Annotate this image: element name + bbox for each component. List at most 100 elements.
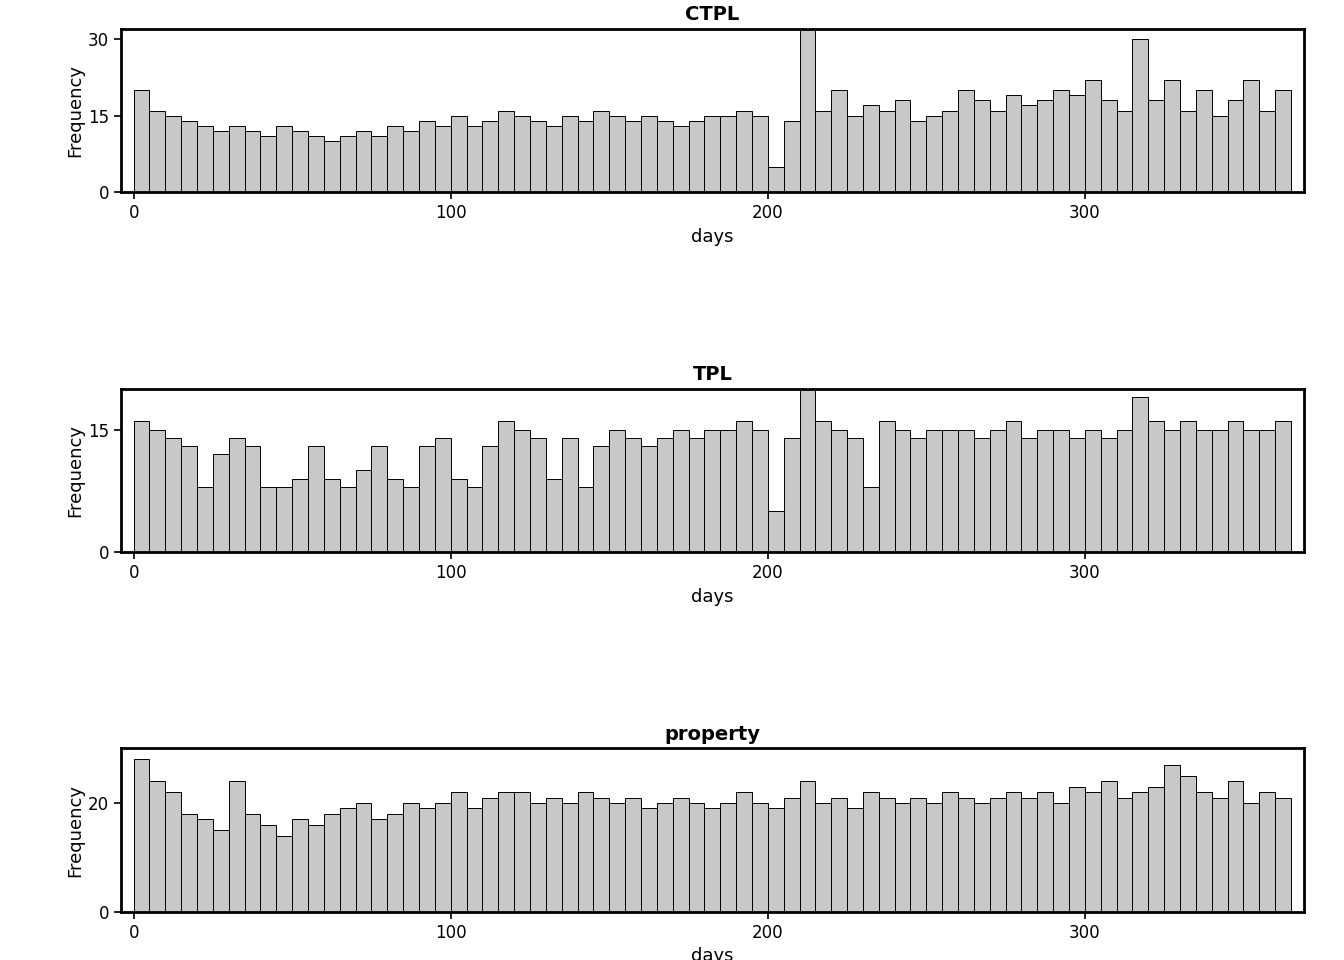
- Bar: [371, 136, 387, 192]
- Bar: [1005, 95, 1021, 192]
- Title: CTPL: CTPL: [685, 6, 739, 24]
- Bar: [1275, 798, 1292, 912]
- Bar: [657, 438, 673, 552]
- Bar: [261, 487, 277, 552]
- Bar: [737, 421, 751, 552]
- Bar: [292, 479, 308, 552]
- Bar: [212, 454, 228, 552]
- Bar: [974, 438, 989, 552]
- Bar: [1038, 792, 1054, 912]
- Bar: [198, 126, 212, 192]
- Bar: [515, 429, 530, 552]
- Bar: [1133, 396, 1148, 552]
- Bar: [1164, 765, 1180, 912]
- Bar: [1243, 803, 1259, 912]
- Bar: [673, 429, 688, 552]
- Bar: [1005, 792, 1021, 912]
- Bar: [1275, 421, 1292, 552]
- Bar: [530, 438, 546, 552]
- Bar: [1196, 792, 1212, 912]
- Bar: [1212, 429, 1227, 552]
- Bar: [737, 110, 751, 192]
- Bar: [277, 487, 292, 552]
- Bar: [1164, 80, 1180, 192]
- Bar: [1259, 110, 1275, 192]
- Bar: [435, 126, 450, 192]
- Bar: [245, 131, 261, 192]
- Bar: [562, 438, 578, 552]
- Bar: [926, 429, 942, 552]
- Bar: [879, 798, 895, 912]
- Bar: [926, 803, 942, 912]
- Bar: [863, 792, 879, 912]
- Y-axis label: Frequency: Frequency: [66, 424, 83, 516]
- Bar: [784, 121, 800, 192]
- Bar: [958, 90, 974, 192]
- Bar: [466, 808, 482, 912]
- Bar: [530, 121, 546, 192]
- Bar: [340, 808, 356, 912]
- Bar: [1164, 429, 1180, 552]
- Bar: [228, 126, 245, 192]
- Bar: [1101, 101, 1117, 192]
- Bar: [751, 429, 767, 552]
- Bar: [1038, 101, 1054, 192]
- Bar: [831, 429, 847, 552]
- Bar: [673, 798, 688, 912]
- Bar: [562, 116, 578, 192]
- Bar: [435, 803, 450, 912]
- Bar: [737, 792, 751, 912]
- Bar: [324, 479, 340, 552]
- Bar: [1196, 429, 1212, 552]
- Bar: [466, 126, 482, 192]
- Bar: [181, 121, 198, 192]
- Bar: [245, 814, 261, 912]
- Bar: [1117, 798, 1133, 912]
- Bar: [800, 29, 816, 192]
- Bar: [1021, 438, 1038, 552]
- Bar: [1021, 798, 1038, 912]
- Bar: [816, 803, 831, 912]
- Bar: [340, 136, 356, 192]
- X-axis label: days: days: [691, 588, 734, 606]
- Bar: [594, 110, 609, 192]
- Bar: [594, 445, 609, 552]
- Bar: [958, 429, 974, 552]
- Bar: [1085, 429, 1101, 552]
- Bar: [482, 445, 499, 552]
- Bar: [688, 803, 704, 912]
- Bar: [387, 126, 403, 192]
- Bar: [1180, 776, 1196, 912]
- Bar: [499, 110, 515, 192]
- Bar: [704, 429, 720, 552]
- Bar: [942, 110, 958, 192]
- Bar: [1212, 116, 1227, 192]
- Bar: [403, 487, 419, 552]
- Bar: [784, 798, 800, 912]
- Bar: [198, 819, 212, 912]
- Bar: [926, 116, 942, 192]
- Bar: [1038, 429, 1054, 552]
- Bar: [308, 825, 324, 912]
- Bar: [212, 131, 228, 192]
- Bar: [515, 116, 530, 192]
- Bar: [657, 121, 673, 192]
- Bar: [1148, 786, 1164, 912]
- Bar: [387, 814, 403, 912]
- Bar: [1101, 781, 1117, 912]
- Title: TPL: TPL: [692, 366, 732, 384]
- Bar: [133, 759, 149, 912]
- Bar: [165, 792, 181, 912]
- Bar: [149, 429, 165, 552]
- Bar: [609, 429, 625, 552]
- Bar: [578, 487, 594, 552]
- Bar: [212, 830, 228, 912]
- Y-axis label: Frequency: Frequency: [66, 783, 83, 876]
- Bar: [641, 445, 657, 552]
- Bar: [989, 110, 1005, 192]
- Bar: [165, 438, 181, 552]
- Bar: [609, 803, 625, 912]
- Bar: [181, 445, 198, 552]
- Bar: [720, 803, 737, 912]
- Bar: [340, 487, 356, 552]
